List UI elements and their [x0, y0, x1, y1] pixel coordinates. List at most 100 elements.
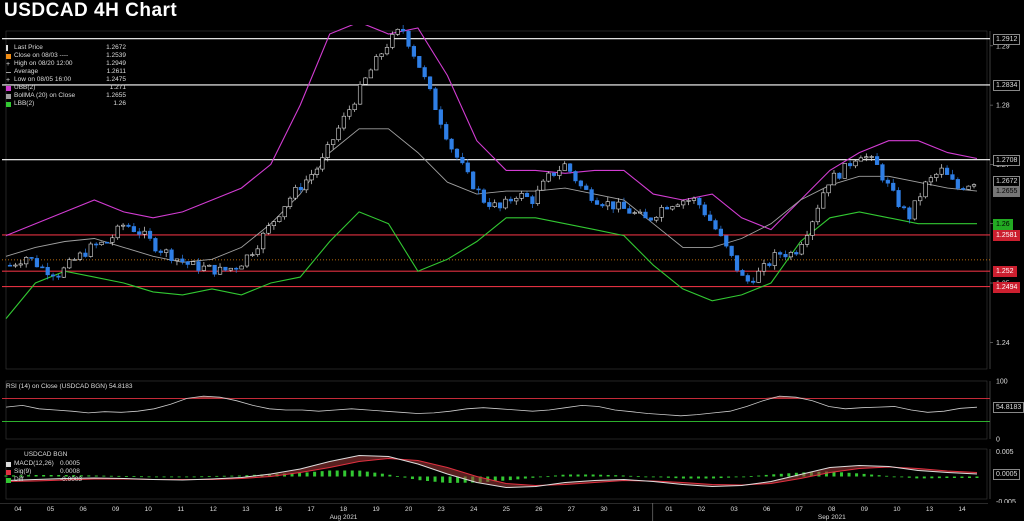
candle-up	[282, 206, 287, 218]
macd-diff-bar	[945, 476, 949, 479]
legend-label: Close on 08/03 ----	[14, 52, 69, 59]
macd-diff-bar	[824, 471, 828, 477]
rsi-tick-label: 100	[996, 379, 1008, 386]
candle-down	[567, 163, 573, 172]
candle-down	[874, 156, 880, 165]
x-tick-label: 20	[405, 506, 413, 513]
candle-up	[174, 258, 180, 261]
candle-down	[627, 208, 632, 214]
rsi-panel[interactable]: 100500 RSI (14) on Close (USDCAD BGN) 54…	[2, 377, 1024, 443]
candle-down	[944, 167, 950, 175]
candle-down	[465, 162, 470, 173]
legend-value: 1.2539	[106, 52, 126, 59]
ubb-line	[5, 25, 978, 237]
price-panel[interactable]: 1.241.251.261.271.281.29 Last Price1.267…	[2, 25, 1022, 375]
price-tag: 1.2581	[993, 229, 1021, 241]
candle-up	[207, 264, 212, 267]
macd-diff-bar	[230, 475, 234, 477]
x-tick-label: 08	[828, 506, 836, 513]
macd-diff-bar	[441, 476, 445, 483]
legend-label: Low on 08/05 16:00	[14, 76, 72, 83]
candle-up	[239, 265, 244, 270]
macd-diff-bar	[870, 474, 874, 477]
candle-up	[670, 206, 675, 210]
candle-up	[201, 265, 206, 271]
macd-panel[interactable]: 0.005 -0.005 USDCAD BGN MACD(12,26) 0.0005…	[2, 445, 1022, 503]
candle-up	[864, 156, 869, 159]
candle-up	[681, 200, 686, 206]
candle-up	[691, 197, 697, 201]
macd-diff-bar	[155, 476, 159, 478]
candle-down	[476, 188, 481, 191]
candle-down	[196, 261, 201, 271]
candle-up	[675, 204, 680, 207]
candle-up	[320, 157, 325, 170]
macd-diff-bar	[403, 476, 407, 478]
candle-up	[379, 53, 384, 57]
macd-diff-bar	[659, 476, 663, 478]
macd-diff-bar	[215, 475, 219, 477]
macd-diff-bar	[395, 476, 399, 477]
legend-row: + Low on 08/05 16:00 1.2475	[6, 76, 126, 84]
macd-diff-bar	[117, 475, 121, 477]
chart-title: USDCAD 4H Chart	[4, 0, 178, 21]
candle-down	[794, 252, 799, 255]
macd-diff-bar	[681, 476, 685, 479]
candle-down	[891, 182, 896, 191]
candle-down	[901, 206, 907, 209]
candle-up	[304, 179, 309, 191]
candle-up	[18, 263, 23, 266]
macd-diff-bar	[102, 475, 106, 477]
macd-diff-bar	[132, 476, 136, 477]
macd-diff-bar	[72, 475, 76, 477]
x-tick-label: 12	[210, 506, 218, 513]
macd-diff-bar	[569, 474, 573, 477]
candle-down	[708, 214, 713, 221]
candle-up	[535, 189, 540, 204]
candle-down	[600, 204, 605, 207]
macd-chart-svg: 0.005 -0.005	[2, 445, 1022, 503]
candle-down	[896, 190, 901, 207]
candle-down	[34, 258, 40, 268]
legend-row: LBB(2) 1.26	[6, 100, 126, 108]
legend-row: BollMA (20) on Close 1.2655	[6, 92, 126, 100]
candle-down	[94, 243, 99, 246]
macd-diff-bar	[170, 476, 174, 478]
rsi-overbought-fill	[763, 396, 780, 399]
candle-down	[724, 235, 729, 247]
candle-up	[810, 221, 815, 236]
candle-up	[799, 244, 804, 255]
macd-diff-bar	[365, 471, 369, 477]
macd-diff-bar	[772, 474, 776, 477]
macd-diff-bar	[358, 470, 362, 477]
legend-row: Close on 08/03 ---- 1.2539	[6, 52, 126, 60]
legend-row: Average 1.2611	[6, 68, 126, 76]
candle-up	[519, 193, 524, 199]
candle-down	[783, 253, 788, 258]
candle-down	[734, 255, 740, 271]
candle-up	[503, 198, 508, 209]
macd-diff-bar	[727, 476, 731, 478]
candle-down	[664, 207, 670, 210]
bollma-line	[5, 128, 978, 263]
macd-diff-bar	[832, 471, 836, 477]
candle-up	[761, 263, 767, 272]
macd-diff-bar	[704, 476, 708, 479]
price-tag: 1.2655	[993, 186, 1021, 198]
macd-diff-bar	[900, 476, 904, 478]
candle-down	[234, 267, 239, 270]
candle-down	[697, 197, 702, 206]
candle-up	[250, 254, 255, 256]
x-tick-label: 30	[600, 506, 608, 513]
macd-diff-bar	[553, 475, 557, 477]
candle-up	[788, 252, 793, 258]
rsi-value-tag: 54.8183	[993, 402, 1024, 414]
macd-diff-bar	[109, 475, 113, 477]
x-tick-label: 16	[275, 506, 283, 513]
x-tick-label: 09	[861, 506, 869, 513]
macd-legend-row: Sig(9) 0.0008	[6, 468, 82, 476]
candle-up	[67, 259, 72, 269]
macd-diff-bar	[930, 476, 934, 479]
candle-down	[153, 238, 158, 252]
candle-up	[120, 224, 126, 227]
